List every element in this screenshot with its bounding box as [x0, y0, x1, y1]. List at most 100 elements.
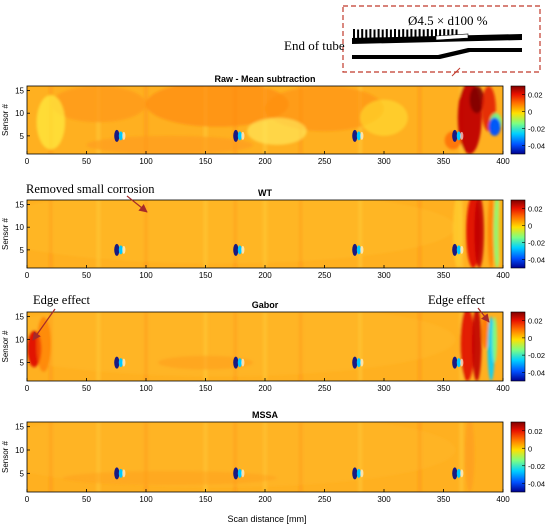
defect-light-lobe: [237, 131, 242, 141]
tube-tooth: [394, 29, 396, 38]
defect-dark-lobe: [452, 129, 458, 142]
x-tick-label: 400: [496, 384, 510, 393]
x-tick-label: 150: [199, 495, 213, 504]
x-tick-label: 0: [25, 157, 30, 166]
y-tick-label: 10: [15, 446, 24, 455]
end-of-tube-pointer: [451, 67, 461, 77]
colorbar: [510, 421, 526, 493]
defect-light-lobe: [356, 468, 361, 478]
defect-highlight: [122, 245, 126, 254]
heatmap-feature: [464, 422, 475, 492]
defect-dark-lobe: [233, 129, 239, 142]
heatmap-panel: Gabor 0 50 100 150 200 250 300 350 400 5 10 15 Sensor…: [1, 300, 545, 393]
heatmap-feature: [469, 86, 484, 114]
y-axis-label: Sensor #: [1, 103, 10, 136]
heatmap-feature: [50, 86, 146, 123]
colorbar-tick-label: -0.04: [528, 142, 545, 151]
defect-dark-lobe: [352, 356, 358, 369]
x-tick-label: 400: [496, 271, 510, 280]
defect-dark-lobe: [233, 467, 239, 480]
colorbar-tick-label: 0: [528, 334, 532, 343]
heatmap-panel: WT 0 50 100 150 200 250 300 350 400 5 10 15 Sensor # 0…: [1, 188, 545, 280]
x-tick-label: 200: [258, 495, 272, 504]
x-tick-label: 100: [139, 384, 153, 393]
tube-tooth: [365, 29, 368, 39]
tube-tooth: [414, 29, 417, 39]
tube-tooth: [377, 29, 380, 38]
tube-tooth: [447, 29, 450, 39]
colorbar-tick-label: 0.02: [528, 205, 543, 214]
x-tick-label: 100: [139, 271, 153, 280]
x-tick-label: 100: [139, 157, 153, 166]
defect-dark-lobe: [233, 243, 239, 256]
x-tick-label: 400: [496, 495, 510, 504]
heatmap-field: [27, 200, 503, 268]
arrow-removed-corrosion: [126, 195, 148, 213]
colorbar-tick-label: 0: [528, 222, 532, 231]
heatmap-feature: [265, 86, 384, 132]
x-tick-label: 300: [377, 495, 391, 504]
panel-title: Gabor: [252, 300, 279, 310]
arrow-edge-effect-right: [477, 307, 490, 323]
heatmap-feature: [27, 422, 456, 488]
heatmap-feature: [460, 312, 475, 381]
annotation-edge-effect-right: Edge effect: [428, 293, 486, 307]
colorbar-tick-label: 0: [528, 108, 532, 117]
tube-tooth: [455, 29, 458, 39]
defect-highlight: [460, 358, 464, 367]
defect-highlight: [241, 245, 245, 254]
x-tick-label: 200: [258, 384, 272, 393]
defect-dark-lobe: [352, 467, 358, 480]
defect-dark-lobe: [233, 356, 239, 369]
defect-light-lobe: [356, 358, 361, 368]
heatmap-feature: [36, 95, 66, 150]
tube-tooth: [357, 29, 360, 39]
defect-light-lobe: [118, 131, 123, 141]
tube-tooth: [422, 29, 425, 39]
defect-highlight: [360, 358, 364, 367]
heatmap-stripe: [459, 422, 464, 492]
y-tick-label: 15: [15, 201, 24, 210]
x-tick-label: 200: [258, 157, 272, 166]
heatmap-panel: MSSA 0 50 100 150 200 250 300 350 400 5 10 15 Sensor …: [1, 410, 545, 504]
defect-light-lobe: [237, 245, 242, 255]
defect-highlight: [460, 245, 464, 254]
defect-light-lobe: [118, 245, 123, 255]
y-tick-label: 5: [20, 359, 25, 368]
panel-title: MSSA: [252, 410, 279, 420]
colorbar-tick-label: -0.04: [528, 368, 545, 377]
tube-tooth: [410, 29, 413, 38]
defect-light-lobe: [356, 245, 361, 255]
defect-highlight: [460, 131, 464, 140]
heatmap-feature: [157, 355, 254, 370]
colorbar-tick-label: 0: [528, 444, 532, 453]
colorbar: [510, 199, 526, 269]
heatmap-stripe: [417, 86, 422, 154]
defect-highlight: [122, 131, 126, 140]
x-tick-label: 150: [199, 157, 213, 166]
heatmap-feature: [487, 200, 495, 268]
tube-tooth: [402, 29, 405, 38]
colorbar-tick-label: 0.02: [528, 91, 543, 100]
x-tick-label: 50: [82, 157, 91, 166]
tube-tooth: [398, 29, 401, 39]
y-tick-label: 10: [15, 109, 24, 118]
heatmap-texture: [36, 86, 502, 154]
x-tick-label: 350: [437, 157, 451, 166]
defect-light-lobe: [118, 358, 123, 368]
tube-tooth: [389, 29, 392, 39]
defect-dark-lobe: [114, 129, 120, 142]
tube-tooth: [418, 29, 421, 38]
heatmap-field: [27, 86, 503, 154]
heatmap-field: [27, 312, 503, 381]
defect-light-lobe: [456, 468, 461, 478]
defect-highlight: [460, 469, 464, 478]
inset-tube-drawing: Ø4.5 × d100 %: [342, 5, 541, 73]
defect-dark-lobe: [452, 467, 458, 480]
annotation-removed-corrosion: Removed small corrosion: [26, 182, 155, 196]
x-tick-label: 350: [437, 495, 451, 504]
defect-light-lobe: [456, 358, 461, 368]
annotation-edge-effect-left: Edge effect: [33, 293, 91, 307]
defect-highlight: [360, 245, 364, 254]
